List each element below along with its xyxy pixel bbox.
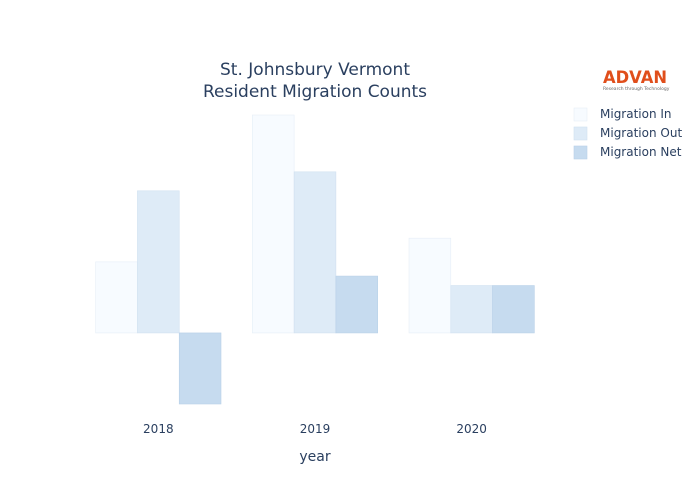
legend-label: Migration In [600,107,672,121]
logo-tagline: Research through Technology [603,86,670,92]
legend: Migration In Migration Out Migration Net [573,107,682,160]
x-tick-label: 2019 [300,422,331,436]
bar-migration-net-2020 [492,285,535,334]
chart-title-line-1: St. Johnsbury Vermont [220,60,410,80]
legend-swatch [573,107,588,122]
bar-migration-in-2020 [408,237,452,334]
bars-group [95,114,535,405]
chart-title-line-2: Resident Migration Counts [203,82,427,102]
bar-migration-in-2018 [95,261,138,334]
legend-item[interactable]: Migration Out [573,126,682,141]
bar-migration-out-2020 [450,285,493,334]
advan-logo: ADVAN Research through Technology [603,68,670,92]
bar-migration-net-2018 [178,332,222,405]
logo-wordmark: ADVAN [603,68,667,88]
x-axis-ticks: 2018 2019 2020 [143,422,487,436]
bar-migration-out-2018 [137,190,180,334]
bar-migration-in-2019 [252,114,295,334]
legend-item[interactable]: Migration Net [573,145,682,160]
legend-label: Migration Out [600,126,682,140]
x-tick-label: 2020 [456,422,487,436]
legend-label: Migration Net [600,145,682,159]
x-axis-title: year [299,449,330,465]
bar-migration-out-2019 [293,171,337,334]
chart-title: St. Johnsbury Vermont Resident Migration… [203,60,427,102]
legend-swatch [573,145,588,160]
x-tick-label: 2018 [143,422,174,436]
legend-item[interactable]: Migration In [573,107,672,122]
bar-migration-net-2019 [335,275,378,334]
legend-swatch [573,126,588,141]
